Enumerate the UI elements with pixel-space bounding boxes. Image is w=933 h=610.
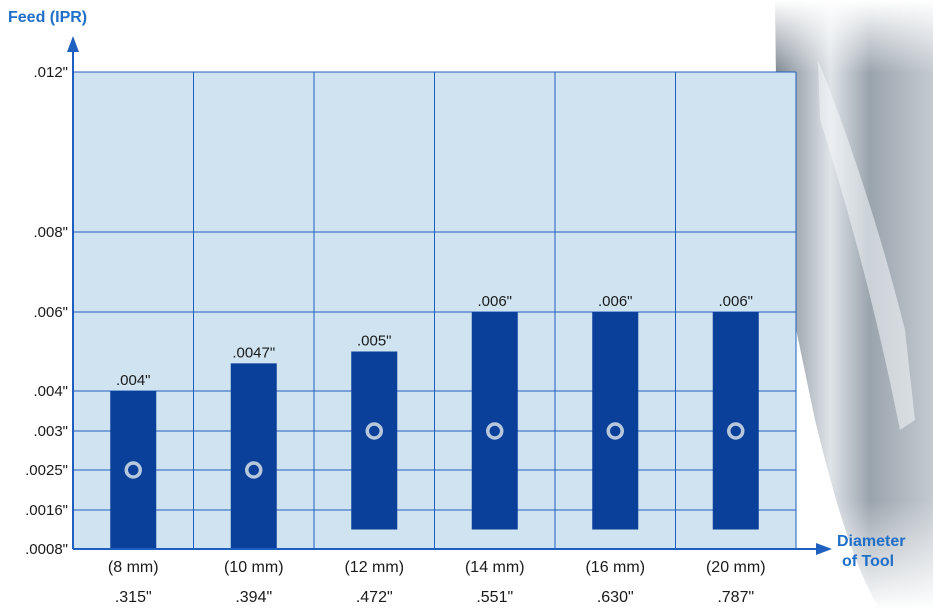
y-tick-label: .006" [33,304,68,321]
bar [712,312,759,530]
x-tick-label-inch: .472" [356,589,393,606]
x-tick-label-mm: (12 mm) [344,559,404,576]
x-axis-title-line1: Diameter [837,533,905,550]
marker-ring [365,422,383,440]
y-tick-label: .0016" [25,502,68,519]
bar-value-label: .006" [598,293,633,310]
bar-value-label: .0047" [232,344,275,361]
x-tick-label-inch: .551" [476,589,513,606]
bar [351,351,398,530]
bar [592,312,639,530]
y-tick-label: .0008" [25,541,68,558]
bars: .004" .0047" .005" .006" .006" .006" [110,293,759,549]
x-tick-label-inch: .394" [235,589,272,606]
y-tick-label: .008" [33,224,68,241]
x-axis-title-line2: of Tool [842,553,894,570]
marker-ring [245,461,263,479]
grid-lines [73,71,797,550]
x-tick-label-mm: (20 mm) [706,559,766,576]
marker-ring [124,461,142,479]
bar-value-label: .006" [718,293,753,310]
x-tick-label-inch: .787" [717,589,754,606]
x-tick-label-mm: (16 mm) [585,559,645,576]
y-tick-label: .012" [33,64,68,81]
bar-value-label: .004" [116,372,151,389]
bar-value-label: .005" [357,333,392,350]
x-tick-label-inch: .315" [115,589,152,606]
y-axis-arrow-icon [67,36,79,52]
x-axis-arrow-icon [816,543,832,555]
marker-ring [727,422,745,440]
bar [110,391,157,549]
x-tick-labels: (8 mm) .315" (10 mm) .394" (12 mm) .472" (14 m… [108,559,766,606]
y-axis-title: Feed (IPR) [8,9,87,26]
bar [471,312,518,530]
axes [67,36,832,555]
marker-ring [606,422,624,440]
y-tick-label: .003" [33,423,68,440]
x-tick-label-mm: (10 mm) [224,559,284,576]
x-tick-label-mm: (14 mm) [465,559,525,576]
bar [230,363,277,549]
bar-value-label: .006" [477,293,512,310]
y-tick-labels: .0008" .0016" .0025" .003" .004" .006" .008" .0… [25,64,68,558]
x-tick-label-mm: (8 mm) [108,559,159,576]
y-tick-label: .004" [33,383,68,400]
marker-ring [486,422,504,440]
y-tick-label: .0025" [25,462,68,479]
x-tick-label-inch: .630" [597,589,634,606]
